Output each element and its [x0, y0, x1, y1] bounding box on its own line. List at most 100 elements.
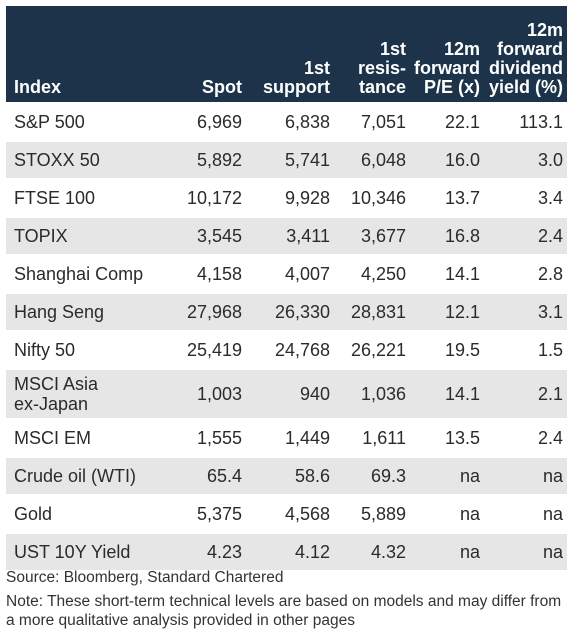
cell-index-line: Hang Seng — [14, 302, 105, 322]
cell-spot: 6,969 — [177, 102, 246, 141]
cell-resistance: 28,831 — [334, 292, 410, 331]
header-spot-line: Spot — [202, 77, 242, 97]
cell-pe: na — [410, 456, 484, 495]
cell-index: MSCI EM — [6, 418, 177, 457]
cell-spot: 5,375 — [177, 494, 246, 533]
table-row: TOPIX 3,545 3,411 3,677 16.8 2.4 — [6, 216, 567, 255]
cell-support: 24,768 — [246, 330, 334, 369]
cell-dividend: 2.4 — [484, 418, 567, 457]
cell-spot: 4.23 — [177, 532, 246, 570]
cell-dividend: na — [484, 456, 567, 495]
technical-levels-table: Index Spot 1st support 1st resis- tance … — [6, 6, 567, 570]
cell-support: 58.6 — [246, 456, 334, 495]
cell-spot: 4,158 — [177, 254, 246, 293]
cell-resistance: 6,048 — [334, 140, 410, 179]
cell-index: UST 10Y Yield — [6, 532, 177, 570]
table-row: FTSE 100 10,172 9,928 10,346 13.7 3.4 — [6, 178, 567, 217]
cell-support: 3,411 — [246, 216, 334, 255]
cell-support: 6,838 — [246, 102, 334, 141]
cell-support: 9,928 — [246, 178, 334, 217]
cell-pe: na — [410, 532, 484, 570]
cell-resistance: 69.3 — [334, 456, 410, 495]
cell-resistance: 3,677 — [334, 216, 410, 255]
table-header: Index Spot 1st support 1st resis- tance … — [6, 6, 567, 103]
cell-pe: 19.5 — [410, 330, 484, 369]
table-row: Crude oil (WTI) 65.4 58.6 69.3 na na — [6, 456, 567, 495]
cell-spot: 10,172 — [177, 178, 246, 217]
header-resistance-line-2: resis- — [357, 58, 406, 78]
cell-index-line: FTSE 100 — [14, 188, 96, 208]
cell-dividend: 2.4 — [484, 216, 567, 255]
cell-index-line-2: ex-Japan — [14, 394, 89, 414]
cell-dividend: 2.1 — [484, 368, 567, 419]
cell-dividend: 3.4 — [484, 178, 567, 217]
table-row: S&P 500 6,969 6,838 7,051 22.1 113.1 — [6, 102, 567, 141]
cell-support: 1,449 — [246, 418, 334, 457]
cell-dividend: na — [484, 532, 567, 570]
cell-index: S&P 500 — [6, 102, 177, 141]
header-pe-line-1: 12m — [443, 39, 480, 59]
header-dividend: 12m forward dividend yield (%) — [484, 6, 567, 103]
cell-index-line: Crude oil (WTI) — [14, 466, 137, 486]
cell-pe: 16.8 — [410, 216, 484, 255]
header-dividend-line-4: yield (%) — [488, 77, 563, 97]
cell-spot: 27,968 — [177, 292, 246, 331]
cell-index-line: STOXX 50 — [14, 150, 100, 170]
header-index-line: Index — [14, 77, 62, 97]
table-row: MSCI Asia ex-Japan 1,003 940 1,036 14.1 … — [6, 368, 567, 419]
header-pe-line-3: P/E (x) — [423, 77, 480, 97]
table-row: Hang Seng 27,968 26,330 28,831 12.1 3.1 — [6, 292, 567, 331]
cell-pe: 14.1 — [410, 368, 484, 419]
cell-dividend: 3.1 — [484, 292, 567, 331]
cell-resistance: 10,346 — [334, 178, 410, 217]
cell-pe: 22.1 — [410, 102, 484, 141]
cell-index: STOXX 50 — [6, 140, 177, 179]
cell-index-line: TOPIX — [14, 226, 68, 246]
cell-support: 4.12 — [246, 532, 334, 570]
cell-dividend: 2.8 — [484, 254, 567, 293]
cell-index: MSCI Asia ex-Japan — [6, 368, 177, 419]
header-support-line-2: support — [263, 77, 330, 97]
cell-spot: 1,555 — [177, 418, 246, 457]
cell-index: Shanghai Comp — [6, 254, 177, 293]
header-resistance: 1st resis- tance — [334, 6, 410, 103]
cell-spot: 3,545 — [177, 216, 246, 255]
header-dividend-line-1: 12m — [526, 20, 563, 40]
cell-resistance: 1,036 — [334, 368, 410, 419]
cell-resistance: 4,250 — [334, 254, 410, 293]
header-dividend-line-3: dividend — [488, 58, 563, 78]
cell-index-line: UST 10Y Yield — [14, 542, 131, 562]
cell-index: Nifty 50 — [6, 330, 177, 369]
source-note: Source: Bloomberg, Standard Chartered — [6, 569, 284, 586]
cell-dividend: 1.5 — [484, 330, 567, 369]
table-row: Nifty 50 25,419 24,768 26,221 19.5 1.5 — [6, 330, 567, 369]
cell-spot: 25,419 — [177, 330, 246, 369]
cell-resistance: 4.32 — [334, 532, 410, 570]
header-index: Index — [6, 6, 177, 103]
cell-pe: 14.1 — [410, 254, 484, 293]
cell-index: FTSE 100 — [6, 178, 177, 217]
header-support-line-1: 1st — [303, 58, 330, 78]
cell-resistance: 1,611 — [334, 418, 410, 457]
cell-pe: 13.7 — [410, 178, 484, 217]
table-row: Shanghai Comp 4,158 4,007 4,250 14.1 2.8 — [6, 254, 567, 293]
cell-pe: na — [410, 494, 484, 533]
cell-index-line: Nifty 50 — [14, 340, 76, 360]
cell-resistance: 5,889 — [334, 494, 410, 533]
cell-support: 26,330 — [246, 292, 334, 331]
cell-index-line-1: MSCI Asia — [14, 374, 99, 394]
header-resistance-line-3: tance — [358, 77, 406, 97]
cell-index-line: S&P 500 — [14, 112, 85, 132]
cell-dividend: na — [484, 494, 567, 533]
cell-support: 4,568 — [246, 494, 334, 533]
cell-spot: 65.4 — [177, 456, 246, 495]
table-row: MSCI EM 1,555 1,449 1,611 13.5 2.4 — [6, 418, 567, 457]
cell-index: Crude oil (WTI) — [6, 456, 177, 495]
cell-index-line: Gold — [14, 504, 53, 524]
cell-dividend: 113.1 — [484, 102, 567, 141]
header-resistance-line-1: 1st — [379, 39, 406, 59]
table-row: STOXX 50 5,892 5,741 6,048 16.0 3.0 — [6, 140, 567, 179]
cell-spot: 5,892 — [177, 140, 246, 179]
header-spot: Spot — [177, 6, 246, 103]
